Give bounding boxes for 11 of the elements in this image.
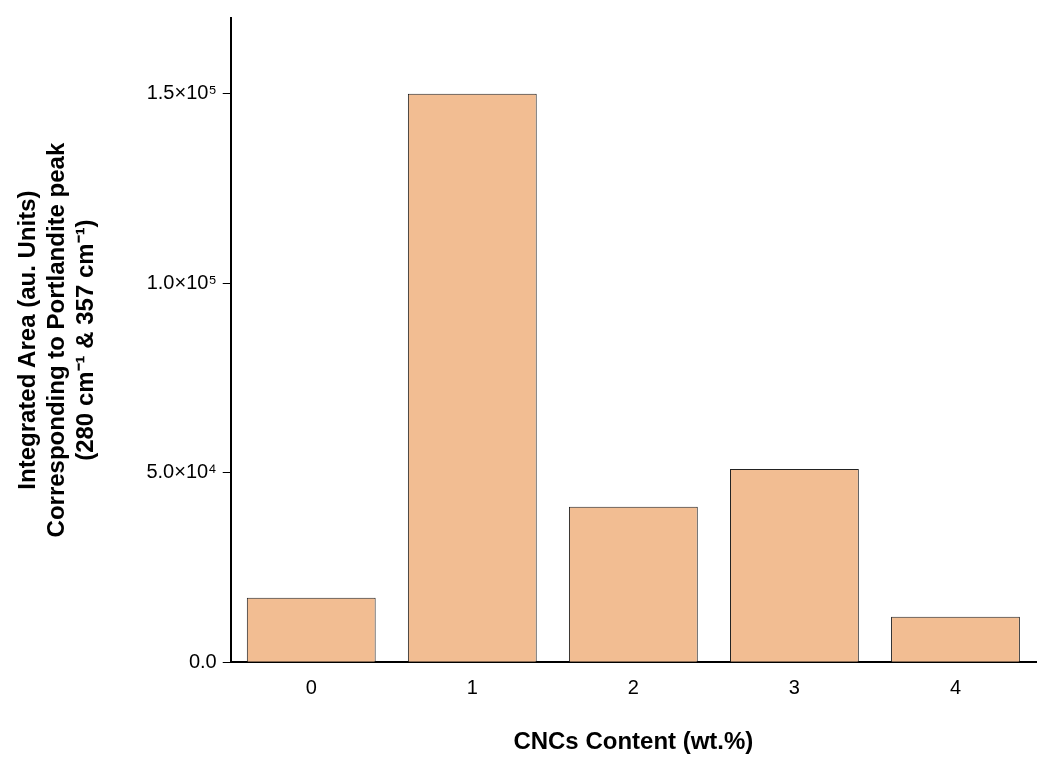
y-tick-label: 1.0×10⁵	[146, 270, 217, 293]
x-tick-label: 2	[627, 675, 639, 698]
y-axis-title: Integrated Area (au. Units) Corresponding to Portlandite peak (280 cm⁻¹ & 357 cm⁻¹)	[13, 142, 98, 538]
y-tick-label: 5.0×10⁴	[146, 460, 217, 483]
x-tick-label: 3	[788, 675, 800, 698]
y-tick-label: 0.0	[188, 649, 217, 672]
x-tick-label: 0	[305, 675, 317, 698]
y-tick-label: 1.5×10⁵	[146, 81, 217, 104]
x-tick-label: 4	[949, 675, 962, 698]
x-tick-label: 1	[466, 675, 478, 698]
x-axis-title: CNCs Content (wt.%)	[513, 727, 754, 755]
